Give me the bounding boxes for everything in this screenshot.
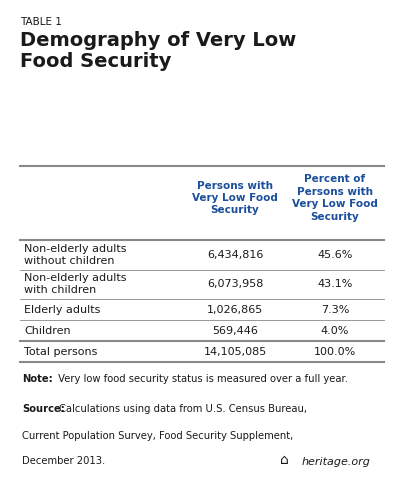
Text: Elderly adults: Elderly adults	[24, 305, 100, 315]
Text: Non-elderly adults
without children: Non-elderly adults without children	[24, 244, 126, 266]
Text: Calculations using data from U.S. Census Bureau,: Calculations using data from U.S. Census…	[59, 404, 307, 414]
Text: Persons with
Very Low Food
Security: Persons with Very Low Food Security	[192, 180, 278, 216]
Text: 4.0%: 4.0%	[321, 326, 349, 336]
Text: Non-elderly adults
with children: Non-elderly adults with children	[24, 273, 126, 295]
Text: 100.0%: 100.0%	[314, 347, 356, 357]
Text: December 2013.: December 2013.	[22, 456, 105, 466]
Text: heritage.org: heritage.org	[302, 456, 371, 467]
Text: 569,446: 569,446	[212, 326, 258, 336]
Text: 6,073,958: 6,073,958	[207, 279, 263, 289]
Text: Percent of
Persons with
Very Low Food
Security: Percent of Persons with Very Low Food Se…	[292, 174, 378, 222]
Text: TABLE 1: TABLE 1	[20, 17, 62, 27]
Text: Current Population Survey, Food Security Supplement,: Current Population Survey, Food Security…	[22, 431, 293, 441]
Text: Source:: Source:	[22, 404, 65, 414]
Text: ⌂: ⌂	[280, 453, 289, 467]
Text: Demography of Very Low
Food Security: Demography of Very Low Food Security	[20, 31, 296, 72]
Text: 6,434,816: 6,434,816	[207, 250, 263, 260]
Text: 1,026,865: 1,026,865	[207, 305, 263, 315]
Text: 45.6%: 45.6%	[317, 250, 353, 260]
Text: 14,105,085: 14,105,085	[203, 347, 267, 357]
Text: Total persons: Total persons	[24, 347, 97, 357]
Text: 43.1%: 43.1%	[317, 279, 353, 289]
Text: Very low food security status is measured over a full year.: Very low food security status is measure…	[55, 374, 348, 384]
Text: Children: Children	[24, 326, 71, 336]
Text: Note:: Note:	[22, 374, 53, 384]
Text: 7.3%: 7.3%	[321, 305, 349, 315]
